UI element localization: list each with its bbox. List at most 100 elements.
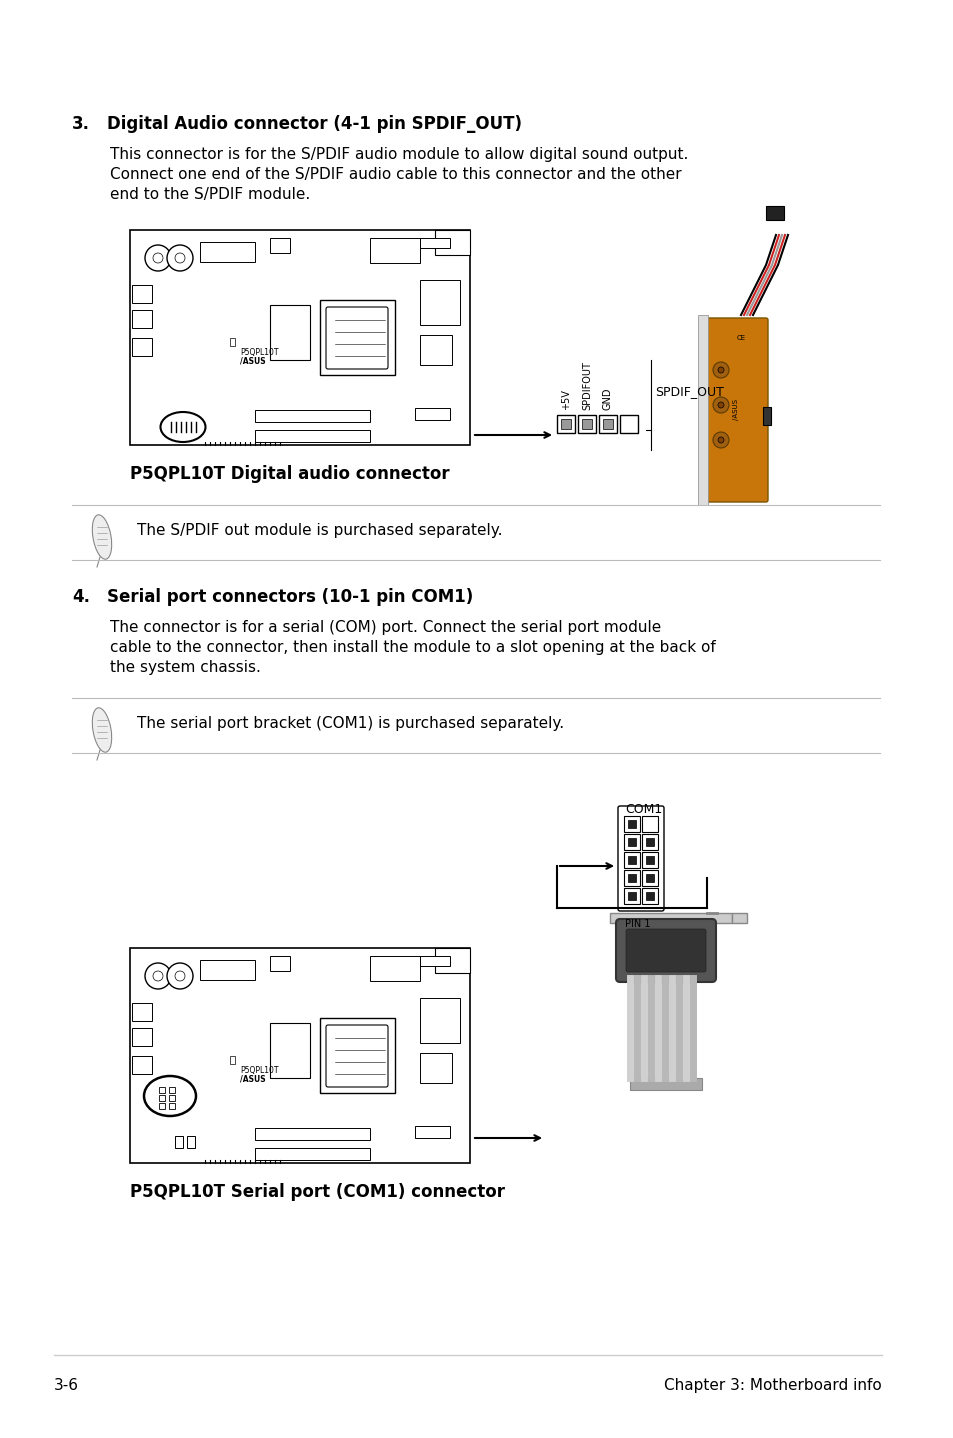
Bar	[270, 239, 290, 253]
FancyBboxPatch shape	[616, 919, 716, 982]
Bar	[641, 870, 658, 886]
Bar	[435, 948, 470, 974]
Bar	[627, 838, 636, 846]
Bar	[419, 998, 459, 1043]
Circle shape	[167, 244, 193, 270]
Text: Chapter 3: Motherboard info: Chapter 3: Motherboard info	[663, 1378, 882, 1393]
Bar	[169, 1087, 174, 1093]
Bar	[627, 856, 636, 864]
Bar	[132, 311, 152, 328]
Bar	[598, 416, 617, 433]
Bar	[132, 338, 152, 357]
Text: The S/PDIF out module is purchased separately.: The S/PDIF out module is purchased separ…	[137, 523, 502, 538]
Bar	[627, 820, 636, 828]
Bar	[581, 418, 592, 429]
Text: GND: GND	[602, 387, 613, 410]
Bar	[254, 1148, 370, 1160]
Circle shape	[145, 244, 171, 270]
Text: P5QPL10T: P5QPL10T	[240, 1066, 278, 1076]
Bar	[623, 815, 639, 833]
Bar	[254, 430, 370, 441]
Bar	[645, 892, 654, 900]
Bar	[230, 338, 234, 347]
Bar	[200, 242, 254, 262]
Circle shape	[712, 362, 728, 378]
Bar	[578, 416, 596, 433]
Text: Digital Audio connector (4-1 pin SPDIF_OUT): Digital Audio connector (4-1 pin SPDIF_O…	[107, 115, 521, 132]
Bar	[132, 1028, 152, 1045]
Text: CE: CE	[736, 335, 745, 341]
Bar	[619, 416, 638, 433]
Bar	[765, 206, 783, 220]
Text: /ASUS: /ASUS	[240, 1076, 265, 1084]
Text: P5QPL10T: P5QPL10T	[240, 348, 278, 357]
Bar	[254, 1127, 370, 1140]
Text: SPDIFOUT: SPDIFOUT	[581, 361, 592, 410]
Bar	[627, 892, 636, 900]
Bar	[270, 956, 290, 971]
Text: cable to the connector, then install the module to a slot opening at the back of: cable to the connector, then install the…	[110, 640, 715, 654]
Bar	[370, 239, 419, 263]
Ellipse shape	[160, 413, 205, 441]
Bar	[130, 948, 470, 1163]
Bar	[627, 874, 636, 881]
Circle shape	[174, 253, 185, 263]
Text: the system chassis.: the system chassis.	[110, 660, 260, 674]
Bar	[415, 408, 450, 420]
Text: /ASUS: /ASUS	[732, 400, 739, 420]
Circle shape	[152, 971, 163, 981]
Bar	[174, 1136, 183, 1148]
Ellipse shape	[144, 1076, 195, 1116]
Bar	[132, 285, 152, 303]
Text: 3.: 3.	[71, 115, 90, 132]
Circle shape	[718, 403, 723, 408]
Bar	[641, 834, 658, 850]
Text: P5QPL10T Serial port (COM1) connector: P5QPL10T Serial port (COM1) connector	[130, 1183, 504, 1201]
Text: COM1: COM1	[624, 802, 661, 815]
Text: SPDIF_OUT: SPDIF_OUT	[655, 385, 723, 398]
Circle shape	[167, 963, 193, 989]
FancyBboxPatch shape	[326, 1025, 388, 1087]
Text: /ASUS: /ASUS	[240, 357, 265, 367]
Ellipse shape	[92, 707, 112, 752]
Text: +5V: +5V	[560, 390, 571, 410]
Circle shape	[145, 963, 171, 989]
Bar	[319, 1018, 395, 1093]
Bar	[130, 230, 470, 444]
Ellipse shape	[92, 515, 112, 559]
Bar	[419, 239, 450, 247]
Bar	[270, 305, 310, 360]
Bar	[641, 815, 658, 833]
Bar	[602, 418, 613, 429]
Bar	[731, 913, 746, 923]
FancyBboxPatch shape	[625, 929, 705, 972]
Circle shape	[152, 253, 163, 263]
Text: Serial port connectors (10-1 pin COM1): Serial port connectors (10-1 pin COM1)	[107, 588, 473, 605]
Bar	[762, 407, 770, 426]
Circle shape	[712, 431, 728, 449]
Circle shape	[718, 437, 723, 443]
Bar	[629, 1078, 701, 1090]
Bar	[169, 1094, 174, 1102]
Circle shape	[718, 367, 723, 372]
Text: 3-6: 3-6	[54, 1378, 79, 1393]
FancyBboxPatch shape	[618, 807, 663, 912]
Bar	[187, 1136, 194, 1148]
Text: This connector is for the S/PDIF audio module to allow digital sound output.: This connector is for the S/PDIF audio m…	[110, 147, 688, 162]
Bar	[419, 1053, 452, 1083]
Text: 4.: 4.	[71, 588, 90, 605]
Bar	[230, 1055, 234, 1064]
Circle shape	[712, 397, 728, 413]
Bar	[132, 1055, 152, 1074]
Bar	[641, 889, 658, 905]
Bar	[159, 1094, 165, 1102]
Bar	[623, 870, 639, 886]
Bar	[159, 1087, 165, 1093]
Text: Connect one end of the S/PDIF audio cable to this connector and the other: Connect one end of the S/PDIF audio cabl…	[110, 167, 680, 183]
Bar	[557, 416, 575, 433]
Bar	[419, 956, 450, 966]
Bar	[609, 913, 731, 923]
Bar	[159, 1103, 165, 1109]
Bar	[623, 889, 639, 905]
Bar	[370, 956, 419, 981]
